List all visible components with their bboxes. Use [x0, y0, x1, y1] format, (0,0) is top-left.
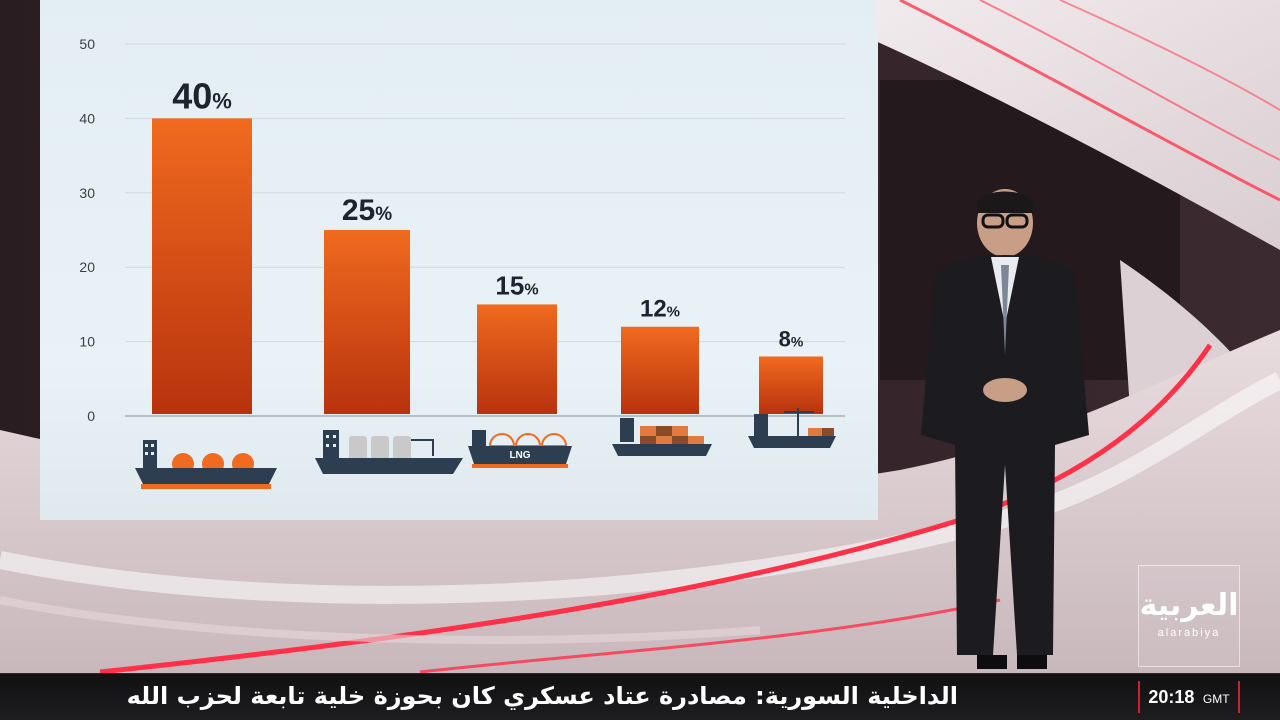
y-tick-label: 0 [87, 408, 95, 424]
news-ticker: الداخلية السورية: مصادرة عتاد عسكري كان … [0, 673, 1280, 720]
bar-crude-oil-tanker [152, 118, 252, 415]
clock-time: 20:18 [1148, 687, 1195, 707]
bar-container-ship [621, 326, 699, 414]
presenter [921, 189, 1089, 669]
lng-hull-label: LNG [509, 450, 530, 461]
cargo-ship-icon [748, 408, 836, 448]
value-labels: 40% 25% 15% 12% 8% [172, 75, 804, 351]
clock-timezone: GMT [1202, 692, 1230, 706]
chemical-tanker-icon [315, 430, 463, 474]
oil-tanker-icon [135, 440, 277, 489]
y-tick-label: 40 [79, 110, 95, 126]
y-tick-label: 50 [79, 36, 95, 52]
ticker-headline: الداخلية السورية: مصادرة عتاد عسكري كان … [126, 682, 958, 710]
bar-chemical-tanker [324, 230, 410, 414]
logo-latin-text: alarabiya [1157, 627, 1221, 639]
bars [152, 118, 823, 415]
y-tick-label: 30 [79, 185, 95, 201]
container-ship-icon [612, 418, 712, 456]
value-label-crude-oil-tanker: 40% [172, 75, 232, 116]
bar-cargo-ship [759, 356, 823, 414]
y-axis-ticks: 0 10 20 30 40 50 [79, 36, 95, 424]
channel-logo: العربية alarabiya [1138, 565, 1240, 667]
lng-carrier-icon: LNG [468, 430, 572, 468]
bar-LNG [477, 304, 557, 414]
clock-badge: 20:18 GMT [1138, 681, 1240, 713]
value-label-chemical-tanker: 25% [342, 194, 392, 227]
video-wall-screen: 0 10 20 30 40 50 40% 25% 15% 12% 8% [40, 0, 878, 520]
bar-chart: 0 10 20 30 40 50 40% 25% 15% 12% 8% [79, 36, 845, 489]
logo-arabic-text: العربية [1139, 588, 1239, 623]
y-tick-label: 20 [79, 259, 95, 275]
y-tick-label: 10 [79, 334, 95, 350]
value-label-LNG: 15% [495, 270, 538, 300]
value-label-container-ship: 12% [640, 296, 680, 323]
value-label-cargo-ship: 8% [779, 326, 804, 351]
